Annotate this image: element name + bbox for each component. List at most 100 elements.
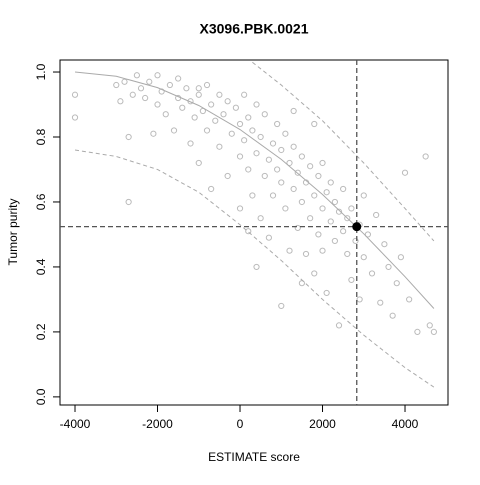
point	[117, 98, 124, 105]
point	[426, 322, 433, 329]
point	[257, 215, 264, 222]
point	[389, 312, 396, 319]
point	[150, 130, 157, 137]
y-tick-label: 1.0	[34, 63, 48, 80]
point	[307, 215, 314, 222]
point	[137, 85, 145, 92]
point	[133, 72, 140, 79]
point	[269, 192, 277, 199]
point	[274, 166, 281, 173]
point	[203, 127, 211, 134]
point	[236, 153, 244, 160]
point	[315, 172, 322, 180]
point	[195, 159, 202, 167]
fit-line	[74, 71, 435, 309]
point	[146, 78, 153, 85]
point	[249, 192, 256, 199]
point	[253, 150, 260, 157]
point	[261, 111, 268, 118]
point	[311, 270, 318, 277]
point	[195, 91, 202, 98]
point	[278, 302, 285, 310]
point	[236, 120, 244, 128]
band-line	[252, 61, 435, 242]
point	[154, 101, 161, 108]
point	[278, 179, 285, 186]
point	[187, 140, 194, 147]
y-tick-label: 0.6	[34, 193, 48, 210]
point	[224, 172, 231, 180]
point	[360, 254, 367, 261]
y-axis-label: Tumor purity	[6, 199, 20, 266]
point	[381, 241, 388, 248]
point	[298, 153, 305, 160]
point	[340, 185, 347, 193]
point	[286, 247, 293, 254]
chart-title: X3096.PBK.0021	[200, 21, 309, 37]
point	[195, 85, 202, 92]
sample-point	[352, 222, 362, 232]
point	[290, 107, 297, 115]
point	[348, 205, 355, 212]
point	[290, 185, 297, 193]
point	[245, 114, 252, 121]
point	[319, 159, 326, 167]
point	[282, 205, 289, 212]
point	[414, 328, 421, 336]
point	[323, 289, 330, 297]
point	[253, 101, 260, 108]
point	[241, 91, 248, 98]
point	[162, 111, 169, 118]
point	[406, 296, 413, 303]
point	[319, 205, 326, 212]
point	[121, 78, 128, 85]
point	[278, 146, 285, 154]
point	[71, 114, 79, 121]
x-tick-label: -2000	[142, 417, 173, 431]
point	[175, 75, 182, 82]
point	[191, 114, 198, 121]
point	[344, 215, 351, 222]
y-tick-label: 0.8	[34, 128, 48, 145]
point	[241, 137, 248, 144]
point	[290, 143, 297, 150]
point	[352, 237, 359, 245]
point	[154, 72, 161, 79]
point	[208, 185, 215, 193]
point	[323, 189, 330, 196]
point	[249, 127, 256, 134]
point	[294, 224, 301, 232]
point	[340, 228, 347, 235]
point	[71, 91, 79, 98]
point	[261, 172, 268, 180]
point	[335, 208, 343, 215]
x-tick-label: -4000	[60, 417, 91, 431]
point	[393, 280, 400, 287]
point	[298, 198, 305, 206]
point	[208, 101, 215, 108]
point	[253, 263, 260, 271]
y-tick-label: 0.2	[34, 323, 48, 340]
point	[220, 111, 227, 118]
point	[348, 276, 355, 284]
point	[203, 81, 211, 89]
point	[377, 299, 384, 306]
point	[302, 250, 310, 258]
point	[212, 117, 219, 124]
point	[274, 120, 281, 128]
point	[368, 270, 376, 277]
point	[265, 156, 272, 163]
x-axis-label: ESTIMATE score	[208, 450, 300, 464]
point	[307, 163, 314, 170]
point	[236, 205, 244, 212]
point	[311, 120, 318, 128]
point	[183, 85, 190, 92]
point	[327, 179, 334, 186]
point	[401, 169, 409, 176]
point	[422, 153, 429, 160]
point	[282, 130, 289, 137]
point	[373, 211, 380, 219]
point	[113, 81, 120, 89]
point	[216, 143, 223, 150]
